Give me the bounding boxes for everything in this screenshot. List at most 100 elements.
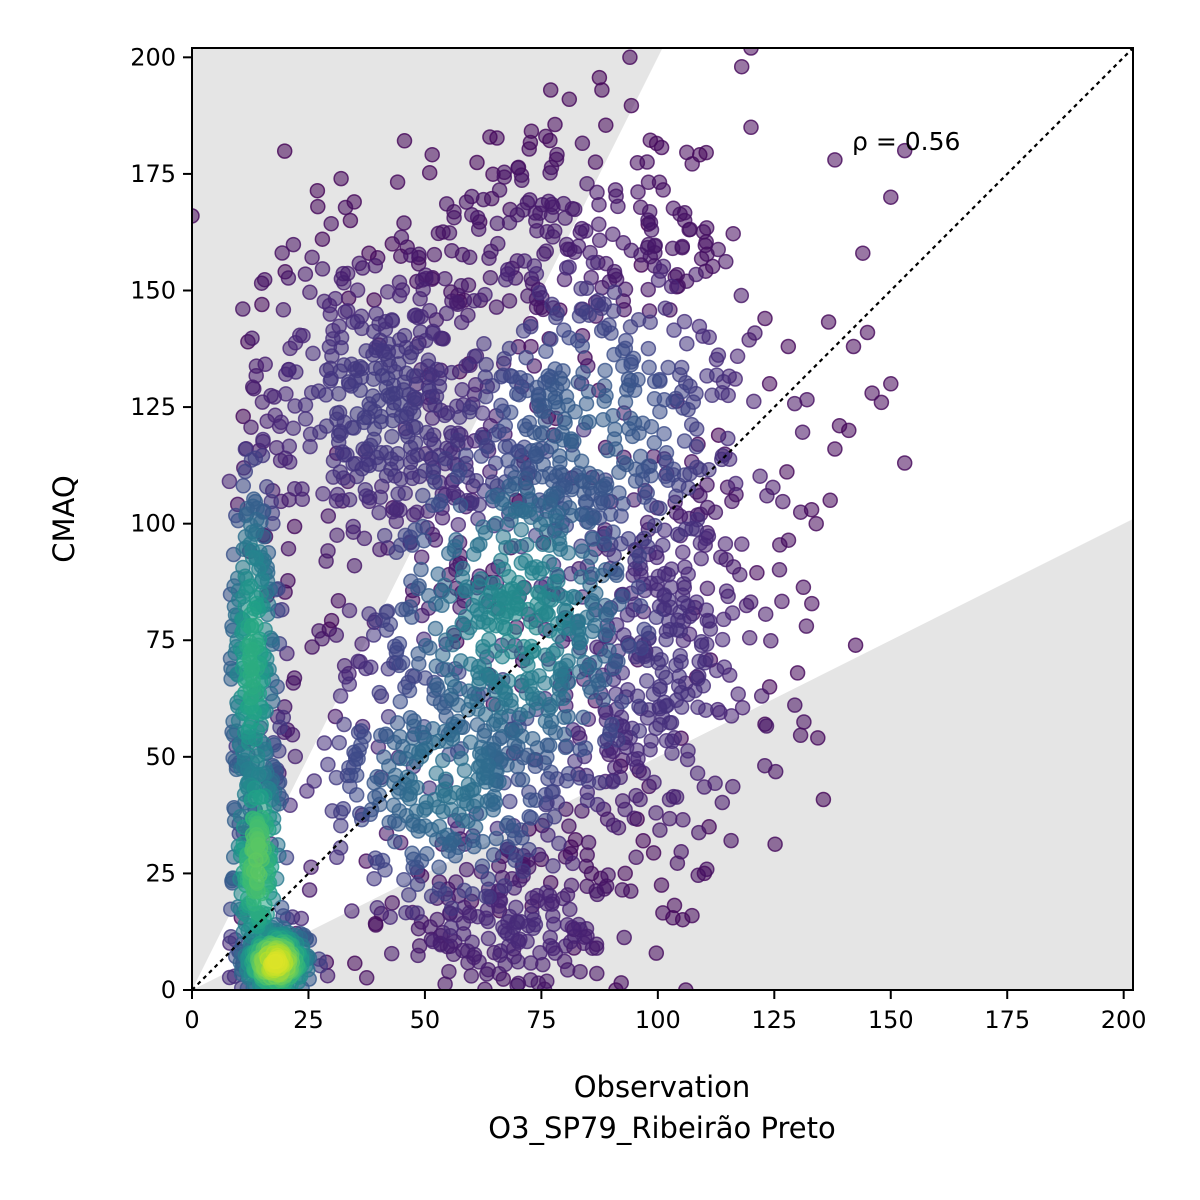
data-point [695,224,712,240]
data-point [243,620,260,636]
data-point [497,272,514,288]
data-point [847,637,864,653]
data-point [390,486,406,502]
data-point [665,200,682,217]
data-point [336,716,352,733]
data-point [752,468,768,484]
data-point [616,929,632,946]
data-point [523,318,539,335]
data-point [827,152,843,168]
data-point [524,565,541,581]
data-point [578,858,595,875]
data-point [323,612,340,629]
data-point [792,727,809,744]
data-point [617,801,633,818]
data-point [490,898,507,914]
data-point [704,387,720,404]
data-point [732,566,748,583]
y-tick-label: 100 [130,510,176,538]
data-point [603,325,619,341]
data-point [538,343,554,360]
data-point [573,280,589,297]
data-point [417,818,433,834]
data-point [690,699,706,716]
data-point [413,561,429,578]
y-tick-label: 125 [130,393,176,421]
data-point [727,475,744,492]
data-point [488,830,504,847]
data-point [373,445,389,461]
data-point [614,882,631,898]
data-point [435,647,451,663]
data-point [810,730,826,746]
x-tick-label: 75 [526,1006,557,1034]
data-point [329,527,345,543]
data-point [746,393,762,410]
data-point [534,469,551,485]
data-point [221,473,238,490]
data-point [605,303,622,319]
data-point [305,345,321,362]
data-point [547,116,563,133]
data-point [605,817,622,833]
data-point [274,245,290,261]
x-tick-label: 0 [184,1006,199,1034]
data-point [446,209,462,226]
data-point [304,639,320,655]
data-point [558,236,575,253]
data-point [639,485,655,501]
data-point [330,593,347,609]
data-point [452,497,469,514]
data-point [566,201,583,218]
data-point [391,288,408,304]
data-point [349,282,366,298]
data-point [789,665,806,681]
data-point [435,752,451,769]
data-point [507,606,524,622]
data-point [653,877,670,893]
data-point [757,606,774,622]
data-point [571,308,588,324]
data-point [759,488,775,504]
data-point [366,870,382,887]
data-point [743,48,759,56]
data-point [683,416,700,433]
data-point [546,916,562,933]
data-point [587,154,604,170]
data-point [557,415,573,431]
data-point [477,706,494,723]
data-point [403,247,419,263]
data-point [409,309,426,326]
plot-frame [191,47,1134,991]
data-point [371,787,387,803]
data-point [657,468,674,485]
identity-line-group [192,48,1133,990]
data-point [693,251,710,267]
data-point [521,141,537,157]
data-point [365,627,382,643]
data-point [344,903,360,919]
y-tick-label: 0 [161,976,176,1004]
data-point [444,671,460,688]
data-point [244,641,260,658]
data-point [628,787,644,804]
data-point [314,261,331,277]
data-point [649,549,665,566]
data-point [675,544,691,560]
data-point [275,302,292,318]
data-point [714,631,731,648]
data-point [720,430,736,447]
data-point [542,929,558,946]
y-axis-label: CMAQ [47,475,81,562]
data-point [488,299,505,315]
data-point [504,481,520,497]
data-point [401,887,417,903]
data-point [237,463,254,480]
data-point [808,515,824,532]
data-point [680,743,696,759]
data-point [804,595,820,612]
y-tick-label: 175 [130,160,176,188]
data-point [598,117,614,133]
data-point [466,348,483,365]
data-point [566,433,582,449]
